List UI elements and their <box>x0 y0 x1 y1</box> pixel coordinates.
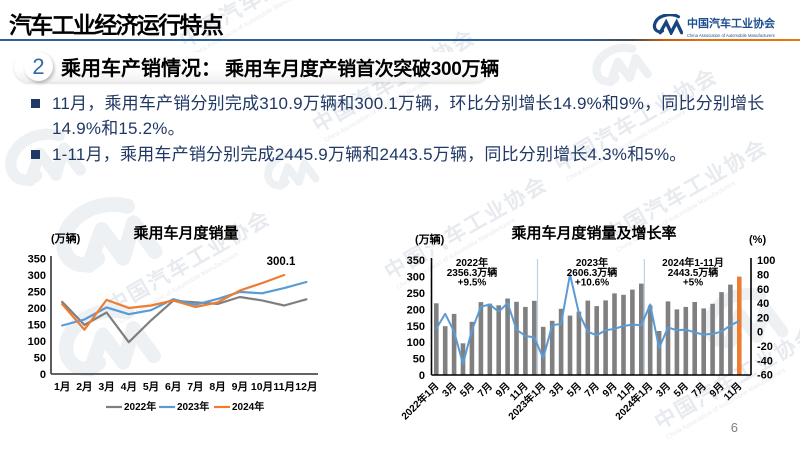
svg-text:100: 100 <box>28 336 46 348</box>
svg-text:+10.6%: +10.6% <box>575 278 609 289</box>
svg-text:10月: 10月 <box>251 381 273 393</box>
svg-text:0: 0 <box>757 327 763 339</box>
svg-text:40: 40 <box>757 298 769 310</box>
svg-text:2356.3万辆: 2356.3万辆 <box>447 266 498 279</box>
svg-text:5月: 5月 <box>565 380 584 399</box>
svg-text:0: 0 <box>40 369 46 381</box>
svg-text:乘用车月度销量及增长率: 乘用车月度销量及增长率 <box>510 224 676 242</box>
svg-text:350: 350 <box>28 254 46 266</box>
svg-text:150: 150 <box>407 321 425 333</box>
svg-text:250: 250 <box>28 287 46 299</box>
svg-text:0: 0 <box>419 370 425 382</box>
svg-text:2022年: 2022年 <box>124 400 156 413</box>
svg-text:3月: 3月 <box>547 380 566 399</box>
svg-text:9月: 9月 <box>232 381 248 393</box>
svg-text:2023年: 2023年 <box>576 256 608 269</box>
svg-text:200: 200 <box>407 304 425 316</box>
svg-text:2024年1-11月: 2024年1-11月 <box>662 256 724 269</box>
svg-text:3月: 3月 <box>654 380 673 399</box>
svg-text:-60: -60 <box>757 370 773 382</box>
svg-text:-20: -20 <box>757 341 773 353</box>
svg-text:+9.5%: +9.5% <box>458 278 487 289</box>
svg-text:2606.3万辆: 2606.3万辆 <box>567 266 618 279</box>
svg-text:6月: 6月 <box>165 381 181 393</box>
svg-text:7月: 7月 <box>187 381 203 393</box>
svg-text:150: 150 <box>28 320 46 332</box>
svg-text:3月: 3月 <box>98 381 114 393</box>
svg-text:200: 200 <box>28 303 46 315</box>
svg-text:50: 50 <box>413 354 425 366</box>
svg-text:4月: 4月 <box>121 381 137 393</box>
svg-text:-40: -40 <box>757 355 773 367</box>
svg-text:7月: 7月 <box>582 380 601 399</box>
svg-text:5月: 5月 <box>458 380 477 399</box>
svg-text:5月: 5月 <box>143 381 159 393</box>
svg-text:300: 300 <box>28 270 46 282</box>
svg-text:(万辆): (万辆) <box>415 232 445 246</box>
svg-text:(%): (%) <box>749 234 766 246</box>
svg-text:300.1: 300.1 <box>267 256 296 268</box>
svg-text:350: 350 <box>407 255 425 267</box>
svg-text:12月: 12月 <box>295 381 317 393</box>
svg-text:2443.5万辆: 2443.5万辆 <box>668 266 719 279</box>
svg-text:7月: 7月 <box>475 380 494 399</box>
svg-text:2024年: 2024年 <box>232 400 264 413</box>
svg-text:2023年: 2023年 <box>177 400 209 413</box>
svg-text:2022年1月: 2022年1月 <box>398 379 441 422</box>
svg-text:250: 250 <box>407 288 425 300</box>
svg-text:20: 20 <box>757 312 769 324</box>
svg-text:100: 100 <box>757 255 775 267</box>
svg-text:乘用车月度销量: 乘用车月度销量 <box>132 224 238 242</box>
svg-text:11月: 11月 <box>273 381 295 393</box>
svg-text:60: 60 <box>757 284 769 296</box>
svg-text:+5%: +5% <box>683 278 703 289</box>
svg-text:300: 300 <box>407 272 425 284</box>
svg-text:3月: 3月 <box>440 380 459 399</box>
svg-text:(万辆): (万辆) <box>51 231 81 245</box>
svg-text:1月: 1月 <box>54 381 70 393</box>
svg-text:2022年: 2022年 <box>456 256 488 269</box>
svg-text:100: 100 <box>407 337 425 349</box>
svg-text:80: 80 <box>757 270 769 282</box>
svg-text:50: 50 <box>34 353 46 365</box>
svg-text:2月: 2月 <box>76 381 92 393</box>
svg-text:8月: 8月 <box>209 381 225 393</box>
